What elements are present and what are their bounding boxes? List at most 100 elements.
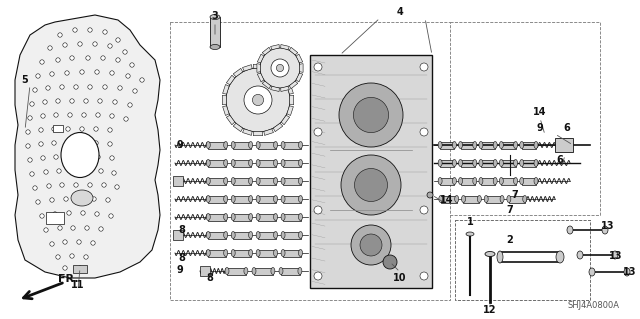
Bar [501, 142, 516, 149]
Ellipse shape [497, 251, 503, 263]
Circle shape [26, 130, 30, 134]
Ellipse shape [256, 177, 260, 184]
Circle shape [271, 59, 289, 77]
Circle shape [30, 172, 34, 176]
Circle shape [60, 183, 64, 187]
Circle shape [65, 71, 69, 75]
Ellipse shape [206, 177, 211, 184]
Text: 3: 3 [212, 11, 218, 21]
Text: 8: 8 [179, 253, 186, 263]
Ellipse shape [534, 142, 538, 149]
Polygon shape [222, 95, 227, 105]
Circle shape [99, 227, 103, 231]
Text: 11: 11 [71, 280, 84, 290]
Ellipse shape [534, 177, 538, 184]
Ellipse shape [224, 177, 228, 184]
Ellipse shape [298, 232, 303, 239]
Text: 6: 6 [557, 155, 563, 165]
Polygon shape [243, 65, 252, 71]
Bar [522, 142, 536, 149]
Circle shape [57, 169, 61, 173]
Ellipse shape [556, 251, 564, 263]
Circle shape [64, 197, 68, 201]
Ellipse shape [298, 213, 303, 220]
Ellipse shape [520, 142, 524, 149]
Ellipse shape [499, 142, 503, 149]
Circle shape [80, 141, 84, 145]
Ellipse shape [520, 160, 524, 167]
Ellipse shape [231, 249, 235, 256]
Circle shape [66, 141, 70, 145]
Circle shape [70, 99, 74, 103]
Bar [233, 232, 251, 239]
Bar [310, 55, 432, 288]
Ellipse shape [279, 268, 283, 275]
Circle shape [40, 60, 44, 64]
Ellipse shape [438, 160, 442, 167]
Circle shape [108, 44, 112, 48]
Text: 8: 8 [207, 273, 213, 283]
Bar [461, 177, 475, 184]
Polygon shape [227, 115, 235, 125]
Circle shape [94, 127, 98, 131]
Ellipse shape [458, 142, 463, 149]
Circle shape [244, 86, 272, 114]
Ellipse shape [281, 249, 285, 256]
Bar [233, 213, 251, 220]
Ellipse shape [534, 160, 538, 167]
Ellipse shape [206, 196, 211, 203]
Ellipse shape [479, 177, 483, 184]
Bar [173, 176, 183, 186]
Circle shape [108, 128, 112, 132]
Text: 12: 12 [483, 305, 497, 315]
Ellipse shape [298, 177, 303, 184]
Bar [461, 142, 475, 149]
Ellipse shape [206, 142, 211, 149]
Ellipse shape [507, 196, 511, 203]
Circle shape [98, 99, 102, 103]
Ellipse shape [577, 251, 583, 259]
Circle shape [84, 169, 89, 173]
Bar [281, 268, 300, 275]
Ellipse shape [461, 196, 465, 203]
Circle shape [92, 197, 96, 201]
Circle shape [360, 234, 382, 256]
Circle shape [93, 42, 97, 46]
Circle shape [36, 74, 40, 78]
Polygon shape [273, 68, 283, 77]
Bar [283, 160, 301, 167]
Ellipse shape [493, 160, 497, 167]
Circle shape [115, 185, 119, 189]
Bar [173, 230, 183, 240]
Circle shape [52, 127, 56, 131]
Circle shape [81, 211, 85, 215]
Bar [461, 160, 475, 167]
Ellipse shape [458, 160, 463, 167]
Ellipse shape [224, 142, 228, 149]
Polygon shape [296, 73, 303, 82]
Bar [258, 142, 276, 149]
Polygon shape [262, 47, 271, 55]
Circle shape [63, 43, 67, 47]
Circle shape [128, 103, 132, 107]
Circle shape [110, 71, 114, 75]
Circle shape [103, 85, 108, 89]
Circle shape [140, 78, 144, 82]
Circle shape [52, 212, 57, 216]
Text: 13: 13 [623, 267, 637, 277]
Ellipse shape [438, 177, 442, 184]
Circle shape [28, 158, 32, 162]
Circle shape [314, 63, 322, 71]
Circle shape [383, 255, 397, 269]
Circle shape [91, 241, 95, 245]
Circle shape [43, 100, 47, 104]
Bar [210, 17, 220, 47]
Bar [200, 266, 210, 276]
Circle shape [33, 186, 37, 190]
Polygon shape [289, 81, 298, 89]
Ellipse shape [231, 196, 235, 203]
Polygon shape [243, 129, 252, 135]
Ellipse shape [224, 196, 228, 203]
Polygon shape [289, 47, 298, 55]
Ellipse shape [231, 142, 235, 149]
